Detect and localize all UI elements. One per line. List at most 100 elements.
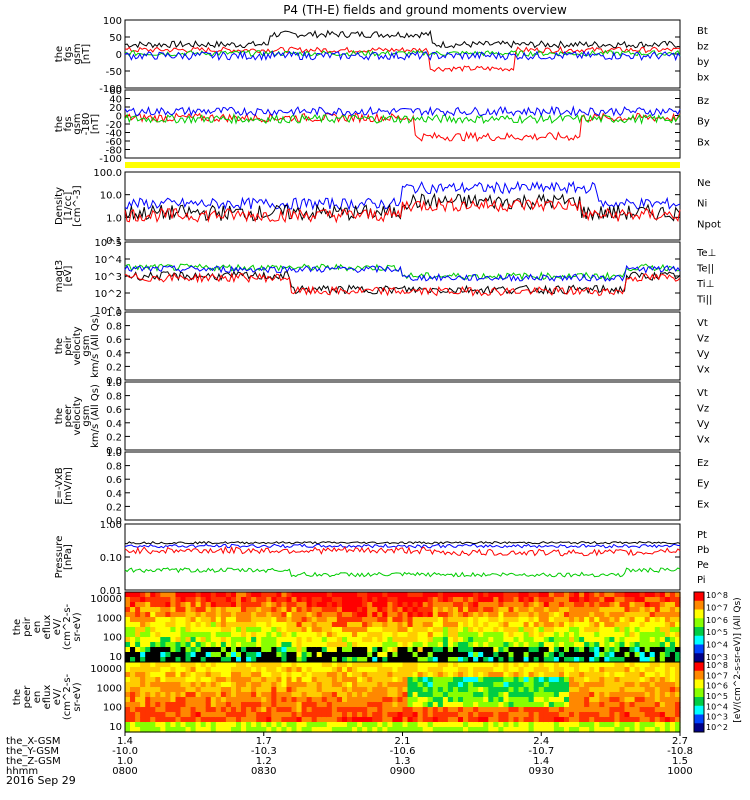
spec-cell [342, 672, 348, 678]
spec-cell [659, 602, 666, 608]
spec-cell [553, 647, 560, 653]
spec-cell [402, 627, 409, 633]
spec-cell [599, 597, 605, 603]
spec-cell [140, 697, 146, 703]
spec-cell [629, 602, 636, 608]
y-tick-label: 10^5 [95, 238, 122, 249]
spec-cell [473, 632, 479, 638]
spec-cell [624, 687, 631, 693]
spec-cell [175, 642, 182, 648]
spec-cell [493, 662, 499, 668]
spec-cell [210, 607, 217, 613]
spec-cell [473, 692, 479, 698]
spec-cell [316, 697, 323, 703]
spec-cell [442, 612, 449, 618]
spec-cell [372, 642, 378, 648]
spec-cell [336, 602, 343, 608]
spec-cell [664, 687, 671, 693]
spec-cell [422, 622, 429, 628]
spec-cell [215, 697, 222, 703]
spec-cell [140, 722, 146, 728]
spec-cell [594, 717, 600, 723]
spec-cell [311, 637, 318, 643]
spec-cell [246, 602, 252, 608]
spec-cell [463, 607, 469, 613]
spec-cell [533, 627, 540, 633]
spec-cell [412, 682, 419, 688]
spec-cell [271, 617, 277, 623]
spec-cell [165, 597, 171, 603]
spec-cell [392, 672, 398, 678]
spec-cell [215, 637, 222, 643]
spec-cell [296, 682, 303, 688]
spec-cell [548, 662, 555, 668]
spec-cell [397, 622, 404, 628]
spec-cell [347, 592, 353, 598]
spec-cell [236, 727, 242, 733]
spec-cell [362, 657, 368, 663]
colorbar-segment [694, 670, 704, 680]
spec-cell [271, 602, 277, 608]
spec-cell [316, 592, 323, 598]
colorbar-segment [694, 609, 704, 619]
spec-cell [669, 702, 676, 708]
spec-cell [266, 717, 272, 723]
spec-cell [357, 617, 363, 623]
spec-cell [473, 707, 479, 713]
spec-cell [180, 722, 187, 728]
spec-cell [215, 652, 222, 658]
spec-cell [523, 672, 530, 678]
spec-cell [604, 647, 610, 653]
spec-cell [367, 642, 373, 648]
spec-cell [473, 672, 479, 678]
spec-cell [594, 622, 600, 628]
spec-cell [427, 717, 434, 723]
spec-cell [473, 652, 479, 658]
spec-cell [225, 702, 232, 708]
spec-cell [185, 602, 192, 608]
spec-cell [276, 702, 282, 708]
spec-cell [493, 702, 499, 708]
spec-cell [140, 657, 146, 663]
spec-cell [649, 632, 656, 638]
spec-cell [266, 597, 272, 603]
spec-cell [589, 722, 595, 728]
spec-cell [347, 617, 353, 623]
spec-cell [675, 607, 681, 613]
spec-cell [210, 672, 217, 678]
panel-density: 100.010.01.00.1Density[1/cc][cm^-3]NeNiN… [54, 168, 721, 247]
spec-cell [594, 722, 600, 728]
colorbar-tick-label: 10^7 [706, 603, 728, 612]
spec-cell [225, 642, 232, 648]
spec-cell [306, 642, 313, 648]
spec-cell [352, 637, 358, 643]
spec-cell [210, 667, 217, 673]
spec-cell [558, 657, 565, 663]
y-axis-label: gsm [72, 43, 83, 64]
spec-cell [584, 722, 590, 728]
spec-cell [220, 727, 227, 733]
spec-cell [513, 597, 520, 603]
spec-cell [442, 687, 449, 693]
colorbar-tick-label: 10^3 [706, 713, 728, 722]
y-tick-label: -100 [99, 84, 122, 95]
spec-cell [261, 592, 267, 598]
spec-cell [437, 697, 444, 703]
spec-cell [271, 662, 277, 668]
spec-cell [362, 642, 368, 648]
spec-cell [326, 712, 333, 718]
spec-cell [321, 647, 328, 653]
spec-cell [558, 667, 565, 673]
spec-cell [604, 667, 610, 673]
spec-cell [367, 622, 373, 628]
spec-cell [316, 687, 323, 693]
spec-cell [493, 657, 499, 663]
spec-cell [357, 637, 363, 643]
spec-cell [241, 702, 247, 708]
spec-cell [357, 682, 363, 688]
spec-cell [589, 712, 595, 718]
spec-cell [241, 612, 247, 618]
spec-cell [160, 677, 166, 683]
y-axis-label: -180 [81, 113, 92, 136]
spec-cell [215, 607, 222, 613]
